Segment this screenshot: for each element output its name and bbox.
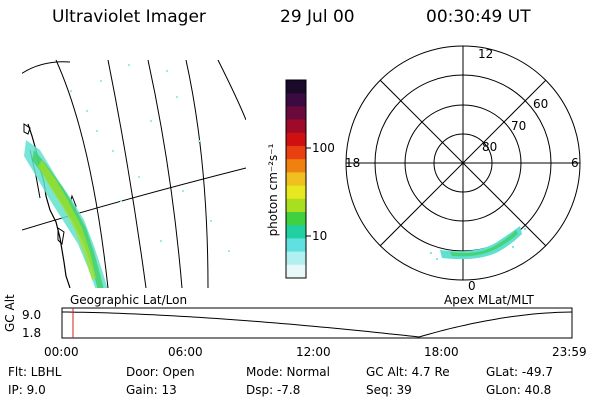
colorbar-tick-10: 10 — [312, 229, 328, 243]
colorbar-segment — [286, 172, 306, 187]
colorbar-segment — [286, 159, 306, 173]
colorbar-segment — [286, 106, 306, 121]
altitude-ylabel: GC Alt — [3, 294, 17, 332]
colorbar-unit-label: photon cm⁻²s⁻¹ — [266, 143, 280, 237]
colorbar-segment — [286, 119, 306, 134]
mlt-label-12: 12 — [478, 47, 494, 61]
time-label: 00:30:49 UT — [426, 7, 531, 27]
right-panel-caption: Apex MLat/MLT — [444, 293, 534, 307]
time-tick-2359: 23:59 — [552, 345, 587, 359]
left-panel-caption: Geographic Lat/Lon — [70, 293, 188, 307]
mlt-label-18: 18 — [345, 156, 361, 170]
info-gc-alt: GC Alt: 4.7 Re — [366, 365, 450, 379]
auroral-emission-polar — [430, 226, 526, 260]
time-tick-0600: 06:00 — [168, 345, 203, 359]
auroral-emission-left — [24, 64, 230, 288]
colorbar-segment — [286, 80, 306, 94]
altitude-ytick-high: 9.0 — [22, 308, 42, 322]
altitude-strip-plot — [61, 307, 573, 339]
colorbar — [285, 79, 311, 279]
info-ip: IP: 9.0 — [8, 383, 46, 397]
colorbar-segment — [286, 238, 306, 253]
colorbar-segment — [286, 146, 306, 160]
geographic-map-panel — [22, 59, 246, 288]
altitude-ytick-low: 1.8 — [22, 326, 42, 340]
time-tick-1200: 12:00 — [296, 345, 331, 359]
colorbar-segment — [286, 132, 306, 147]
info-mode: Mode: Normal — [246, 365, 330, 379]
colorbar-segment — [286, 225, 306, 239]
colorbar-segment — [286, 212, 306, 226]
colorbar-segment — [286, 93, 306, 107]
date-label: 29 Jul 00 — [280, 7, 355, 27]
lat-label-60: 60 — [533, 97, 549, 111]
colorbar-segment — [286, 264, 306, 279]
time-tick-1800: 18:00 — [424, 345, 459, 359]
info-filter: Flt: LBHL — [8, 365, 62, 379]
colorbar-segment — [286, 185, 306, 200]
apex-polar-plot — [345, 45, 581, 281]
info-dsp: Dsp: -7.8 — [246, 383, 301, 397]
mlt-label-0: 0 — [468, 279, 476, 293]
info-door: Door: Open — [126, 365, 195, 379]
colorbar-segment — [286, 198, 306, 213]
lat-label-70: 70 — [511, 119, 527, 133]
info-gain: Gain: 13 — [126, 383, 177, 397]
lat-label-80: 80 — [482, 140, 498, 154]
colorbar-tick-100: 100 — [312, 141, 335, 155]
colorbar-segment — [286, 251, 306, 266]
instrument-title: Ultraviolet Imager — [52, 7, 206, 27]
info-seq: Seq: 39 — [366, 383, 412, 397]
info-glat: GLat: -49.7 — [486, 365, 553, 379]
mlt-label-6: 6 — [571, 156, 579, 170]
time-tick-0000: 00:00 — [44, 345, 79, 359]
info-glon: GLon: 40.8 — [486, 383, 552, 397]
